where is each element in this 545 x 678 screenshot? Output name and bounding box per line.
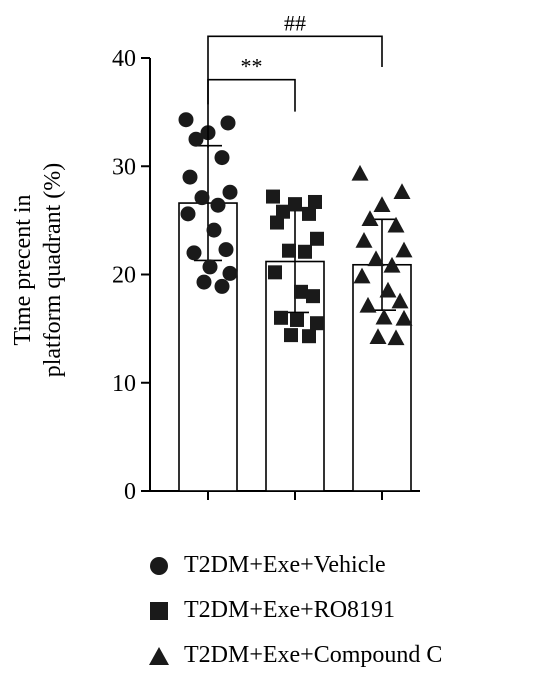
data-point-circle <box>220 115 236 131</box>
plot-area: 0 10 20 30 40 ** ## <box>112 10 420 505</box>
data-point-square <box>306 289 320 304</box>
data-point-triangle <box>387 216 405 233</box>
legend-label: T2DM+Exe+RO8191 <box>184 597 396 623</box>
data-point-circle <box>214 150 230 166</box>
y-tick-label: 40 <box>112 46 136 72</box>
data-point-triangle <box>391 292 409 309</box>
significance-bracket <box>207 78 296 148</box>
data-point-circle <box>194 190 210 206</box>
data-point-triangle <box>393 183 411 199</box>
data-point-circle <box>202 259 218 275</box>
y-tick-label: 0 <box>124 479 136 505</box>
legend-label: T2DM+Exe+Vehicle <box>184 552 386 578</box>
data-point-triangle <box>395 241 413 258</box>
data-point-circle <box>182 169 198 185</box>
data-point-triangle <box>367 250 385 267</box>
data-point-square <box>302 329 316 344</box>
significance-label: ** <box>241 54 263 79</box>
data-point-square <box>274 310 288 325</box>
data-point-square <box>288 197 302 212</box>
data-point-circle <box>214 278 230 294</box>
y-tick-label: 10 <box>112 371 136 397</box>
data-point-triangle <box>361 210 379 227</box>
data-point-triangle <box>379 281 397 298</box>
data-point-circle <box>188 131 204 147</box>
data-point-circle <box>222 184 238 200</box>
significance-label: ## <box>284 10 306 35</box>
data-point-square <box>276 204 290 219</box>
y-axis-label-line1: Time precent in <box>10 194 36 345</box>
data-point-triangle <box>395 309 413 326</box>
circle-marker-icon <box>148 555 170 577</box>
data-point-square <box>310 231 324 246</box>
data-point-circle <box>222 265 238 281</box>
legend-label: T2DM+Exe+Compound C <box>184 642 443 668</box>
data-point-square <box>266 189 280 204</box>
data-point-square <box>284 328 298 343</box>
data-point-triangle <box>383 256 401 273</box>
data-point-circle <box>206 222 222 238</box>
data-point-circle <box>186 245 202 261</box>
data-point-square <box>282 243 296 258</box>
data-point-triangle <box>375 308 393 325</box>
y-tick-label: 30 <box>112 154 136 180</box>
y-tick-label: 20 <box>112 263 136 289</box>
data-point-circle <box>180 206 196 222</box>
data-point-square <box>302 206 316 221</box>
data-point-triangle <box>353 267 371 284</box>
y-axis-label-line2: platform quadrant (%) <box>40 163 66 378</box>
data-point-square <box>270 215 284 230</box>
legend: T2DM+Exe+Vehicle T2DM+Exe+RO8191 T2DM+Ex… <box>148 543 442 678</box>
data-point-triangle <box>355 231 373 248</box>
data-point-square <box>294 284 308 299</box>
data-point-triangle <box>351 164 369 181</box>
data-point-circle <box>218 242 234 258</box>
significance-bracket <box>207 35 383 105</box>
data-point-circle <box>196 274 212 290</box>
data-point-circle <box>210 197 226 213</box>
data-point-square <box>310 316 324 331</box>
legend-item-ro8191: T2DM+Exe+RO8191 <box>148 588 442 633</box>
data-point-triangle <box>373 196 391 212</box>
data-point-square <box>290 312 304 327</box>
data-point-triangle <box>369 328 387 345</box>
legend-item-compound-c: T2DM+Exe+Compound C <box>148 633 442 678</box>
legend-item-vehicle: T2DM+Exe+Vehicle <box>148 543 442 588</box>
data-point-circle <box>178 112 194 128</box>
data-point-square <box>308 194 322 209</box>
triangle-marker-icon <box>148 645 170 667</box>
data-point-triangle <box>387 329 405 346</box>
chart-canvas: 0 10 20 30 40 ** ## Time precent in platform q… <box>10 10 420 505</box>
data-point-square <box>268 265 282 280</box>
data-point-square <box>298 244 312 259</box>
data-point-triangle <box>359 296 377 313</box>
square-marker-icon <box>148 600 170 622</box>
